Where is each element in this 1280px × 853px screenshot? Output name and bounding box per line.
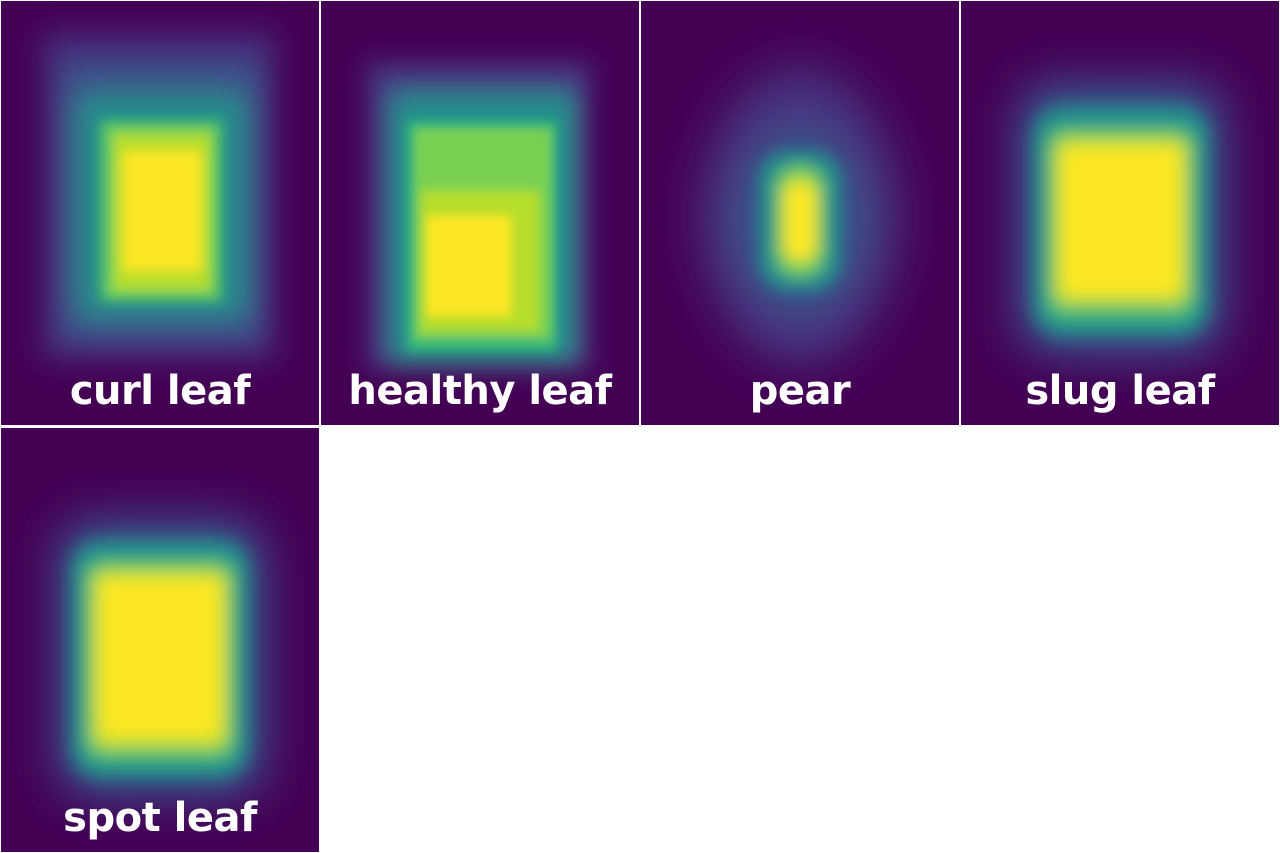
heatmap-tile-healthy-leaf: healthy leaf (321, 1, 639, 425)
heatmap-tile-spot-leaf: spot leaf (1, 428, 319, 852)
heatmap-curl-leaf (1, 1, 319, 425)
heatmap-slug-leaf (961, 1, 1279, 425)
heatmap-healthy-leaf (321, 1, 639, 425)
tile-label: healthy leaf (348, 368, 612, 414)
heatmap-spot-leaf (1, 428, 319, 852)
tile-label: spot leaf (63, 795, 257, 841)
heatmap-tile-curl-leaf: curl leaf (1, 1, 319, 425)
tile-label: slug leaf (1025, 368, 1215, 414)
heatmap-tile-pear: pear (641, 1, 959, 425)
tile-label: curl leaf (69, 368, 251, 414)
tile-label: pear (749, 368, 851, 414)
heatmap-pear (641, 1, 959, 425)
heatmap-tile-slug-leaf: slug leaf (961, 1, 1279, 425)
